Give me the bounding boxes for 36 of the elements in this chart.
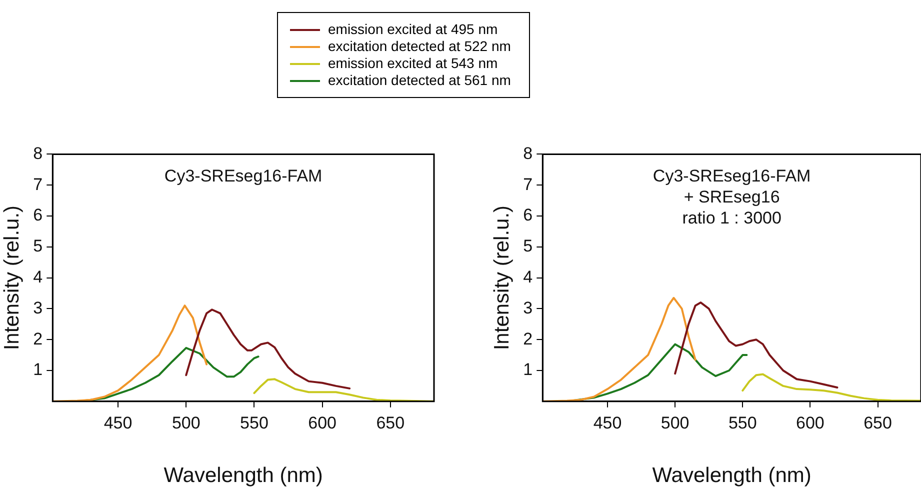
y-tick-label: 6 <box>33 206 43 225</box>
y-tick-label: 6 <box>523 206 533 225</box>
x-tick-label: 650 <box>376 413 405 432</box>
y-tick-label: 8 <box>33 144 43 163</box>
text: Cy3-SREseg16-FAM <box>164 166 322 186</box>
y-tick-label: 3 <box>523 298 533 318</box>
x-tick-label: 500 <box>172 413 200 432</box>
y-tick-label: 4 <box>523 267 533 286</box>
y-tick-label: 8 <box>523 144 533 163</box>
x-axis-title: Wavelength (nm) <box>164 464 323 488</box>
y-tick-label: 4 <box>33 267 43 286</box>
legend-label: emission excited at 543 nm <box>328 55 498 72</box>
y-axis-title: Intensity (rel.u.) <box>490 205 514 350</box>
y-tick-label: 7 <box>33 174 43 194</box>
y-axis-title: Intensity (rel.u.) <box>0 205 24 350</box>
x-axis-title: Wavelength (nm) <box>652 464 812 488</box>
x-tick-label: 600 <box>796 413 824 432</box>
x-tick-label: 550 <box>240 413 268 432</box>
y-tick-label: 3 <box>33 298 43 318</box>
y-tick-label: 7 <box>523 174 533 194</box>
x-tick-label: 650 <box>864 413 892 432</box>
x-tick-label: 500 <box>660 413 690 432</box>
text: Cy3-SREseg16-FAM + SREseg16 ratio 1 : 3000 <box>652 166 811 228</box>
legend-label: emission excited at 495 nm <box>328 21 498 38</box>
y-tick-label: 5 <box>33 236 43 256</box>
x-tick-label: 450 <box>593 413 622 432</box>
y-tick-label: 2 <box>523 329 533 348</box>
x-tick-label: 600 <box>308 413 337 432</box>
y-tick-label: 1 <box>33 360 43 380</box>
x-tick-label: 550 <box>728 413 757 432</box>
y-tick-label: 1 <box>523 360 533 380</box>
x-tick-label: 450 <box>104 413 132 432</box>
legend-label: excitation detected at 561 nm <box>328 72 511 89</box>
y-tick-label: 5 <box>523 236 533 256</box>
legend-label: excitation detected at 522 nm <box>328 38 511 55</box>
y-tick-label: 2 <box>33 329 43 348</box>
